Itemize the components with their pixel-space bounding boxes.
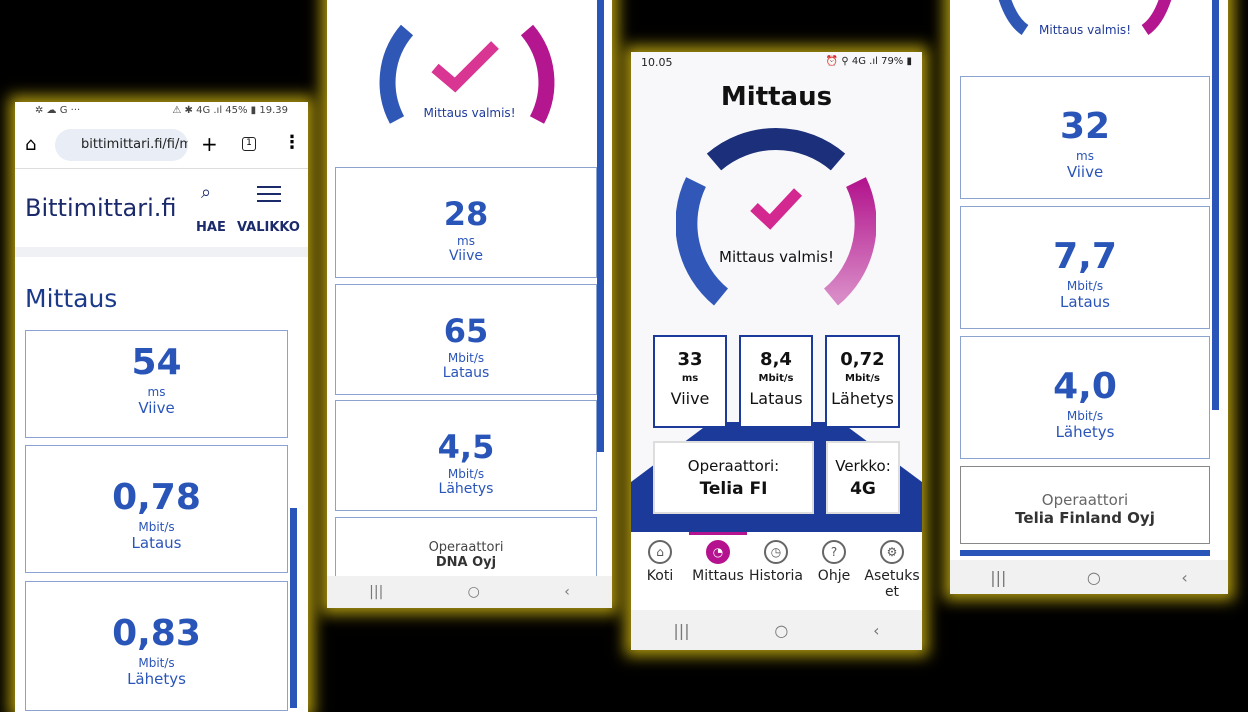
latency-card: 32 ms Viive <box>960 76 1210 199</box>
recents-button[interactable]: ||| <box>673 620 690 640</box>
help-icon: ? <box>822 540 846 564</box>
download-card: 7,7 Mbit/s Lataus <box>960 206 1210 329</box>
tab-koti[interactable]: ⌂ Koti <box>631 532 689 584</box>
latency-card: 28 ms Viive <box>335 167 597 278</box>
check-icon <box>431 41 499 93</box>
upload-card: 0,83 Mbit/s Lähetys <box>25 581 288 711</box>
more-icon[interactable]: ⋮ <box>283 132 301 153</box>
tab-asetukset[interactable]: ⚙ Asetukset <box>863 532 921 600</box>
menu-button[interactable]: VALIKKO <box>237 220 300 235</box>
operator-box: Operaattori: Telia FI <box>653 441 814 514</box>
upload-card: 4,5 Mbit/s Lähetys <box>335 400 597 511</box>
search-icon[interactable]: ⌕ <box>201 182 212 203</box>
status-right: ⚠ ✱ 4G .ıl 45% ▮ 19.39 <box>172 105 288 116</box>
system-nav: ||| ○ ‹ <box>631 610 922 650</box>
page-title: Mittaus <box>720 82 833 112</box>
gauge-text: Mittaus valmis! <box>423 106 516 120</box>
back-button[interactable]: ‹ <box>1181 567 1188 587</box>
gauge-text: Mittaus valmis! <box>719 248 834 266</box>
scrollbar[interactable] <box>597 0 604 452</box>
tab-mittaus[interactable]: ◔ Mittaus <box>689 532 747 584</box>
operator-card: Operaattori DNA Oyj <box>335 517 597 587</box>
tab-ohje[interactable]: ? Ohje <box>805 532 863 584</box>
home-button[interactable]: ○ <box>1086 567 1101 587</box>
page-title: Mittaus <box>25 284 118 313</box>
gear-icon: ⚙ <box>880 540 904 564</box>
url-bar[interactable]: bittimittari.fi/fi/m <box>55 129 188 161</box>
download-card: 65 Mbit/s Lataus <box>335 284 597 395</box>
latency-card: 54 ms Viive <box>25 330 288 438</box>
home-button[interactable]: ○ <box>467 584 480 600</box>
gauge-text: Mittaus valmis! <box>1039 23 1131 37</box>
home-icon[interactable]: ⌂ <box>25 134 37 155</box>
history-icon: ◷ <box>764 540 788 564</box>
network-box: Verkko: 4G <box>826 441 900 514</box>
status-right: ⏰ ⚲ 4G .ıl 79% ▮ <box>825 56 912 67</box>
phone-app-dna: Mittaus valmis! 28 ms Viive 65 Mbit/s Lataus… <box>327 0 612 608</box>
back-button[interactable]: ‹ <box>564 584 570 600</box>
status-left: ✲ ☁ G ··· <box>35 105 81 116</box>
phone-app-telia-2: Mittaus valmis! 32 ms Viive 7,7 Mbit/s Latau… <box>950 0 1228 594</box>
download-stat: 8,4 Mbit/s Lataus <box>739 335 813 428</box>
check-icon <box>750 188 803 230</box>
system-nav: ||| ○ ‹ <box>327 576 612 608</box>
back-button[interactable]: ‹ <box>873 620 880 640</box>
latency-stat: 33 ms Viive <box>653 335 727 428</box>
upload-card: 4,0 Mbit/s Lähetys <box>960 336 1210 459</box>
operator-card: Operaattori Telia Finland Oyj <box>960 466 1210 544</box>
download-card: 0,78 Mbit/s Lataus <box>25 445 288 573</box>
new-tab-icon[interactable]: + <box>201 132 218 156</box>
gauge <box>676 128 876 306</box>
system-nav: ||| ○ ‹ <box>950 560 1228 594</box>
phone-browser: ✲ ☁ G ··· ⚠ ✱ 4G .ıl 45% ▮ 19.39 ⌂ bitti… <box>15 102 308 712</box>
home-button[interactable]: ○ <box>774 620 789 640</box>
url-text: bittimittari.fi/fi/m <box>81 137 188 152</box>
search-button[interactable]: HAE <box>196 220 226 235</box>
home-icon: ⌂ <box>648 540 672 564</box>
speedometer-icon: ◔ <box>706 540 730 564</box>
bottom-tab-bar: ⌂ Koti ◔ Mittaus ◷ Historia ? Ohje ⚙ Asetukse… <box>631 532 922 610</box>
scrollbar[interactable] <box>1212 0 1219 410</box>
gauge <box>379 24 555 124</box>
scrollbar[interactable] <box>290 508 297 708</box>
tab-historia[interactable]: ◷ Historia <box>747 532 805 584</box>
tabs-button[interactable]: 1 <box>242 137 256 151</box>
status-time: 10.05 <box>641 56 673 69</box>
site-logo[interactable]: Bittimittari.fi <box>25 194 177 222</box>
gauge <box>998 0 1172 35</box>
recents-button[interactable]: ||| <box>990 567 1007 587</box>
recents-button[interactable]: ||| <box>369 584 384 600</box>
menu-icon[interactable] <box>257 186 281 202</box>
upload-stat: 0,72 Mbit/s Lähetys <box>825 335 900 428</box>
phone-app-telia: 10.05 ⏰ ⚲ 4G .ıl 79% ▮ Mittaus Mittaus v… <box>631 52 922 650</box>
